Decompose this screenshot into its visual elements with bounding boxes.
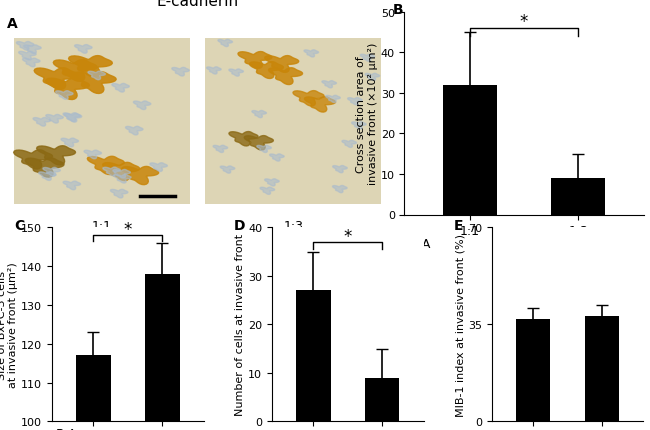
- Y-axis label: Cross section area of
invasive front (×10² μm²): Cross section area of invasive front (×1…: [356, 43, 378, 185]
- Polygon shape: [16, 43, 34, 51]
- Polygon shape: [244, 136, 274, 150]
- Polygon shape: [265, 56, 299, 73]
- Polygon shape: [213, 146, 228, 153]
- Polygon shape: [133, 101, 151, 111]
- Bar: [76, 356, 111, 430]
- Text: *: *: [344, 227, 352, 245]
- Polygon shape: [270, 154, 284, 162]
- Polygon shape: [150, 163, 167, 172]
- Bar: [365, 378, 400, 421]
- Polygon shape: [36, 146, 75, 166]
- Polygon shape: [23, 46, 41, 55]
- Polygon shape: [64, 114, 82, 123]
- Polygon shape: [46, 115, 63, 124]
- Polygon shape: [38, 172, 56, 181]
- Text: C: C: [14, 218, 24, 232]
- Polygon shape: [322, 81, 337, 89]
- Y-axis label: MIB-1 index at invasive front (%): MIB-1 index at invasive front (%): [455, 233, 465, 416]
- Polygon shape: [61, 139, 79, 147]
- Polygon shape: [33, 118, 51, 127]
- Polygon shape: [111, 190, 128, 199]
- Text: 1:1: 1:1: [92, 219, 112, 232]
- Polygon shape: [43, 168, 60, 177]
- Polygon shape: [113, 170, 131, 179]
- Polygon shape: [304, 51, 318, 58]
- Bar: [443, 86, 497, 215]
- Polygon shape: [229, 70, 243, 77]
- Text: E-cadherin: E-cadherin: [157, 0, 239, 9]
- Polygon shape: [125, 127, 143, 135]
- Polygon shape: [75, 46, 92, 54]
- Polygon shape: [207, 68, 221, 75]
- Polygon shape: [53, 61, 97, 82]
- Bar: [585, 316, 619, 421]
- Polygon shape: [293, 92, 324, 107]
- Polygon shape: [23, 59, 40, 68]
- Polygon shape: [333, 166, 347, 173]
- Polygon shape: [238, 52, 272, 69]
- Polygon shape: [260, 188, 275, 195]
- Y-axis label: Number of cells at invasive front: Number of cells at invasive front: [235, 234, 245, 415]
- Polygon shape: [352, 123, 366, 130]
- Text: A: A: [6, 17, 18, 31]
- Polygon shape: [55, 92, 73, 100]
- Polygon shape: [114, 175, 131, 184]
- Text: D: D: [234, 218, 246, 232]
- Polygon shape: [172, 68, 189, 77]
- Polygon shape: [257, 146, 272, 153]
- Polygon shape: [252, 111, 266, 118]
- Polygon shape: [63, 114, 81, 122]
- Polygon shape: [72, 73, 116, 94]
- FancyBboxPatch shape: [14, 39, 190, 205]
- Polygon shape: [326, 96, 340, 103]
- Polygon shape: [63, 181, 81, 190]
- Polygon shape: [25, 159, 64, 178]
- Y-axis label: Size of BxPC-3 cells
at invasive front (μm²): Size of BxPC-3 cells at invasive front (…: [0, 262, 18, 387]
- Polygon shape: [122, 167, 159, 185]
- Text: B:A: B:A: [410, 237, 432, 250]
- Polygon shape: [87, 157, 124, 175]
- Polygon shape: [342, 141, 357, 148]
- FancyBboxPatch shape: [205, 39, 382, 205]
- Polygon shape: [333, 186, 347, 193]
- Text: E: E: [454, 218, 463, 232]
- Text: B: B: [393, 3, 403, 17]
- Text: B:A: B:A: [55, 427, 77, 430]
- Polygon shape: [250, 62, 283, 79]
- Polygon shape: [112, 84, 129, 93]
- Polygon shape: [103, 163, 140, 181]
- Polygon shape: [46, 79, 89, 100]
- Polygon shape: [220, 166, 235, 174]
- Polygon shape: [103, 168, 120, 176]
- Text: *: *: [520, 13, 528, 31]
- Polygon shape: [365, 74, 380, 81]
- Bar: [145, 274, 179, 430]
- Bar: [551, 178, 605, 215]
- Bar: [296, 291, 330, 421]
- Polygon shape: [88, 72, 105, 80]
- Polygon shape: [84, 151, 101, 160]
- Polygon shape: [69, 56, 112, 78]
- Polygon shape: [14, 150, 53, 170]
- Polygon shape: [19, 52, 36, 61]
- Polygon shape: [218, 40, 233, 47]
- Text: 1:3: 1:3: [283, 219, 304, 232]
- Polygon shape: [360, 55, 375, 62]
- Polygon shape: [348, 98, 362, 105]
- Polygon shape: [229, 132, 258, 147]
- Polygon shape: [34, 68, 78, 90]
- Text: *: *: [124, 221, 132, 239]
- Polygon shape: [304, 98, 335, 113]
- Bar: [516, 319, 551, 421]
- Polygon shape: [268, 68, 302, 86]
- Polygon shape: [265, 179, 279, 187]
